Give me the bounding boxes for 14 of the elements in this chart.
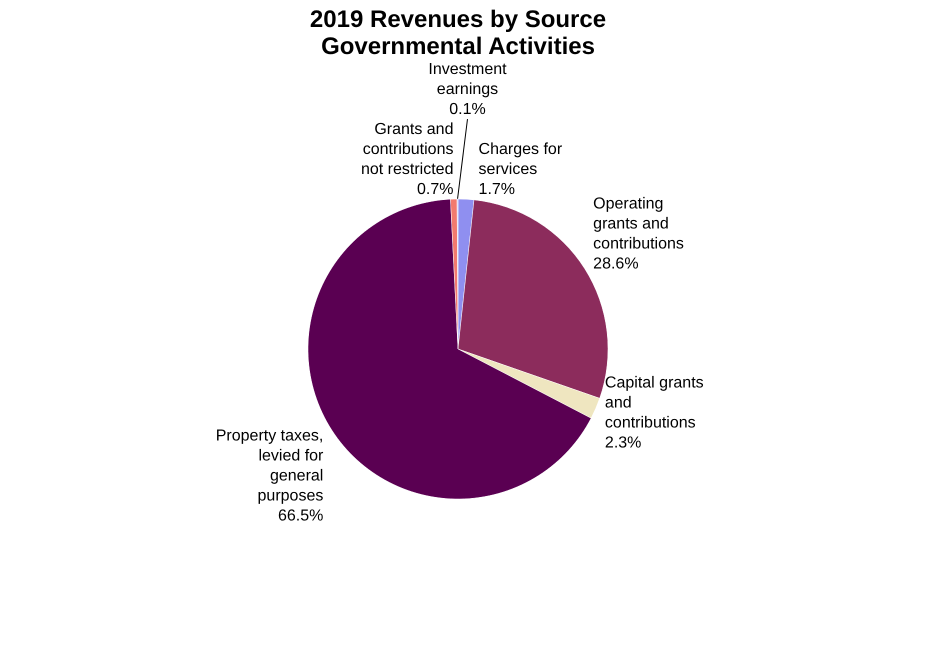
chart-title: 2019 Revenues by Source: [310, 6, 606, 33]
slice-label: Investment earnings: [428, 61, 508, 98]
slice-label: Capital grants and contributions: [604, 374, 704, 432]
data-label: 2.3%: [604, 434, 642, 452]
data-label: 0.7%: [417, 181, 454, 198]
slice-label: Property taxes, levied for general purposes: [216, 427, 324, 504]
slice-label: Grants and contributions not restricted: [360, 121, 454, 178]
slice-label: Operating grants and contributions: [593, 195, 684, 252]
data-label: 1.7%: [478, 181, 516, 198]
slice-label: Charges for services: [478, 141, 563, 178]
data-label: 0.1%: [449, 101, 486, 118]
chart-subtitle: Governmental Activities: [321, 33, 595, 60]
data-label: 66.5%: [278, 507, 324, 524]
data-label: 28.6%: [593, 255, 639, 272]
